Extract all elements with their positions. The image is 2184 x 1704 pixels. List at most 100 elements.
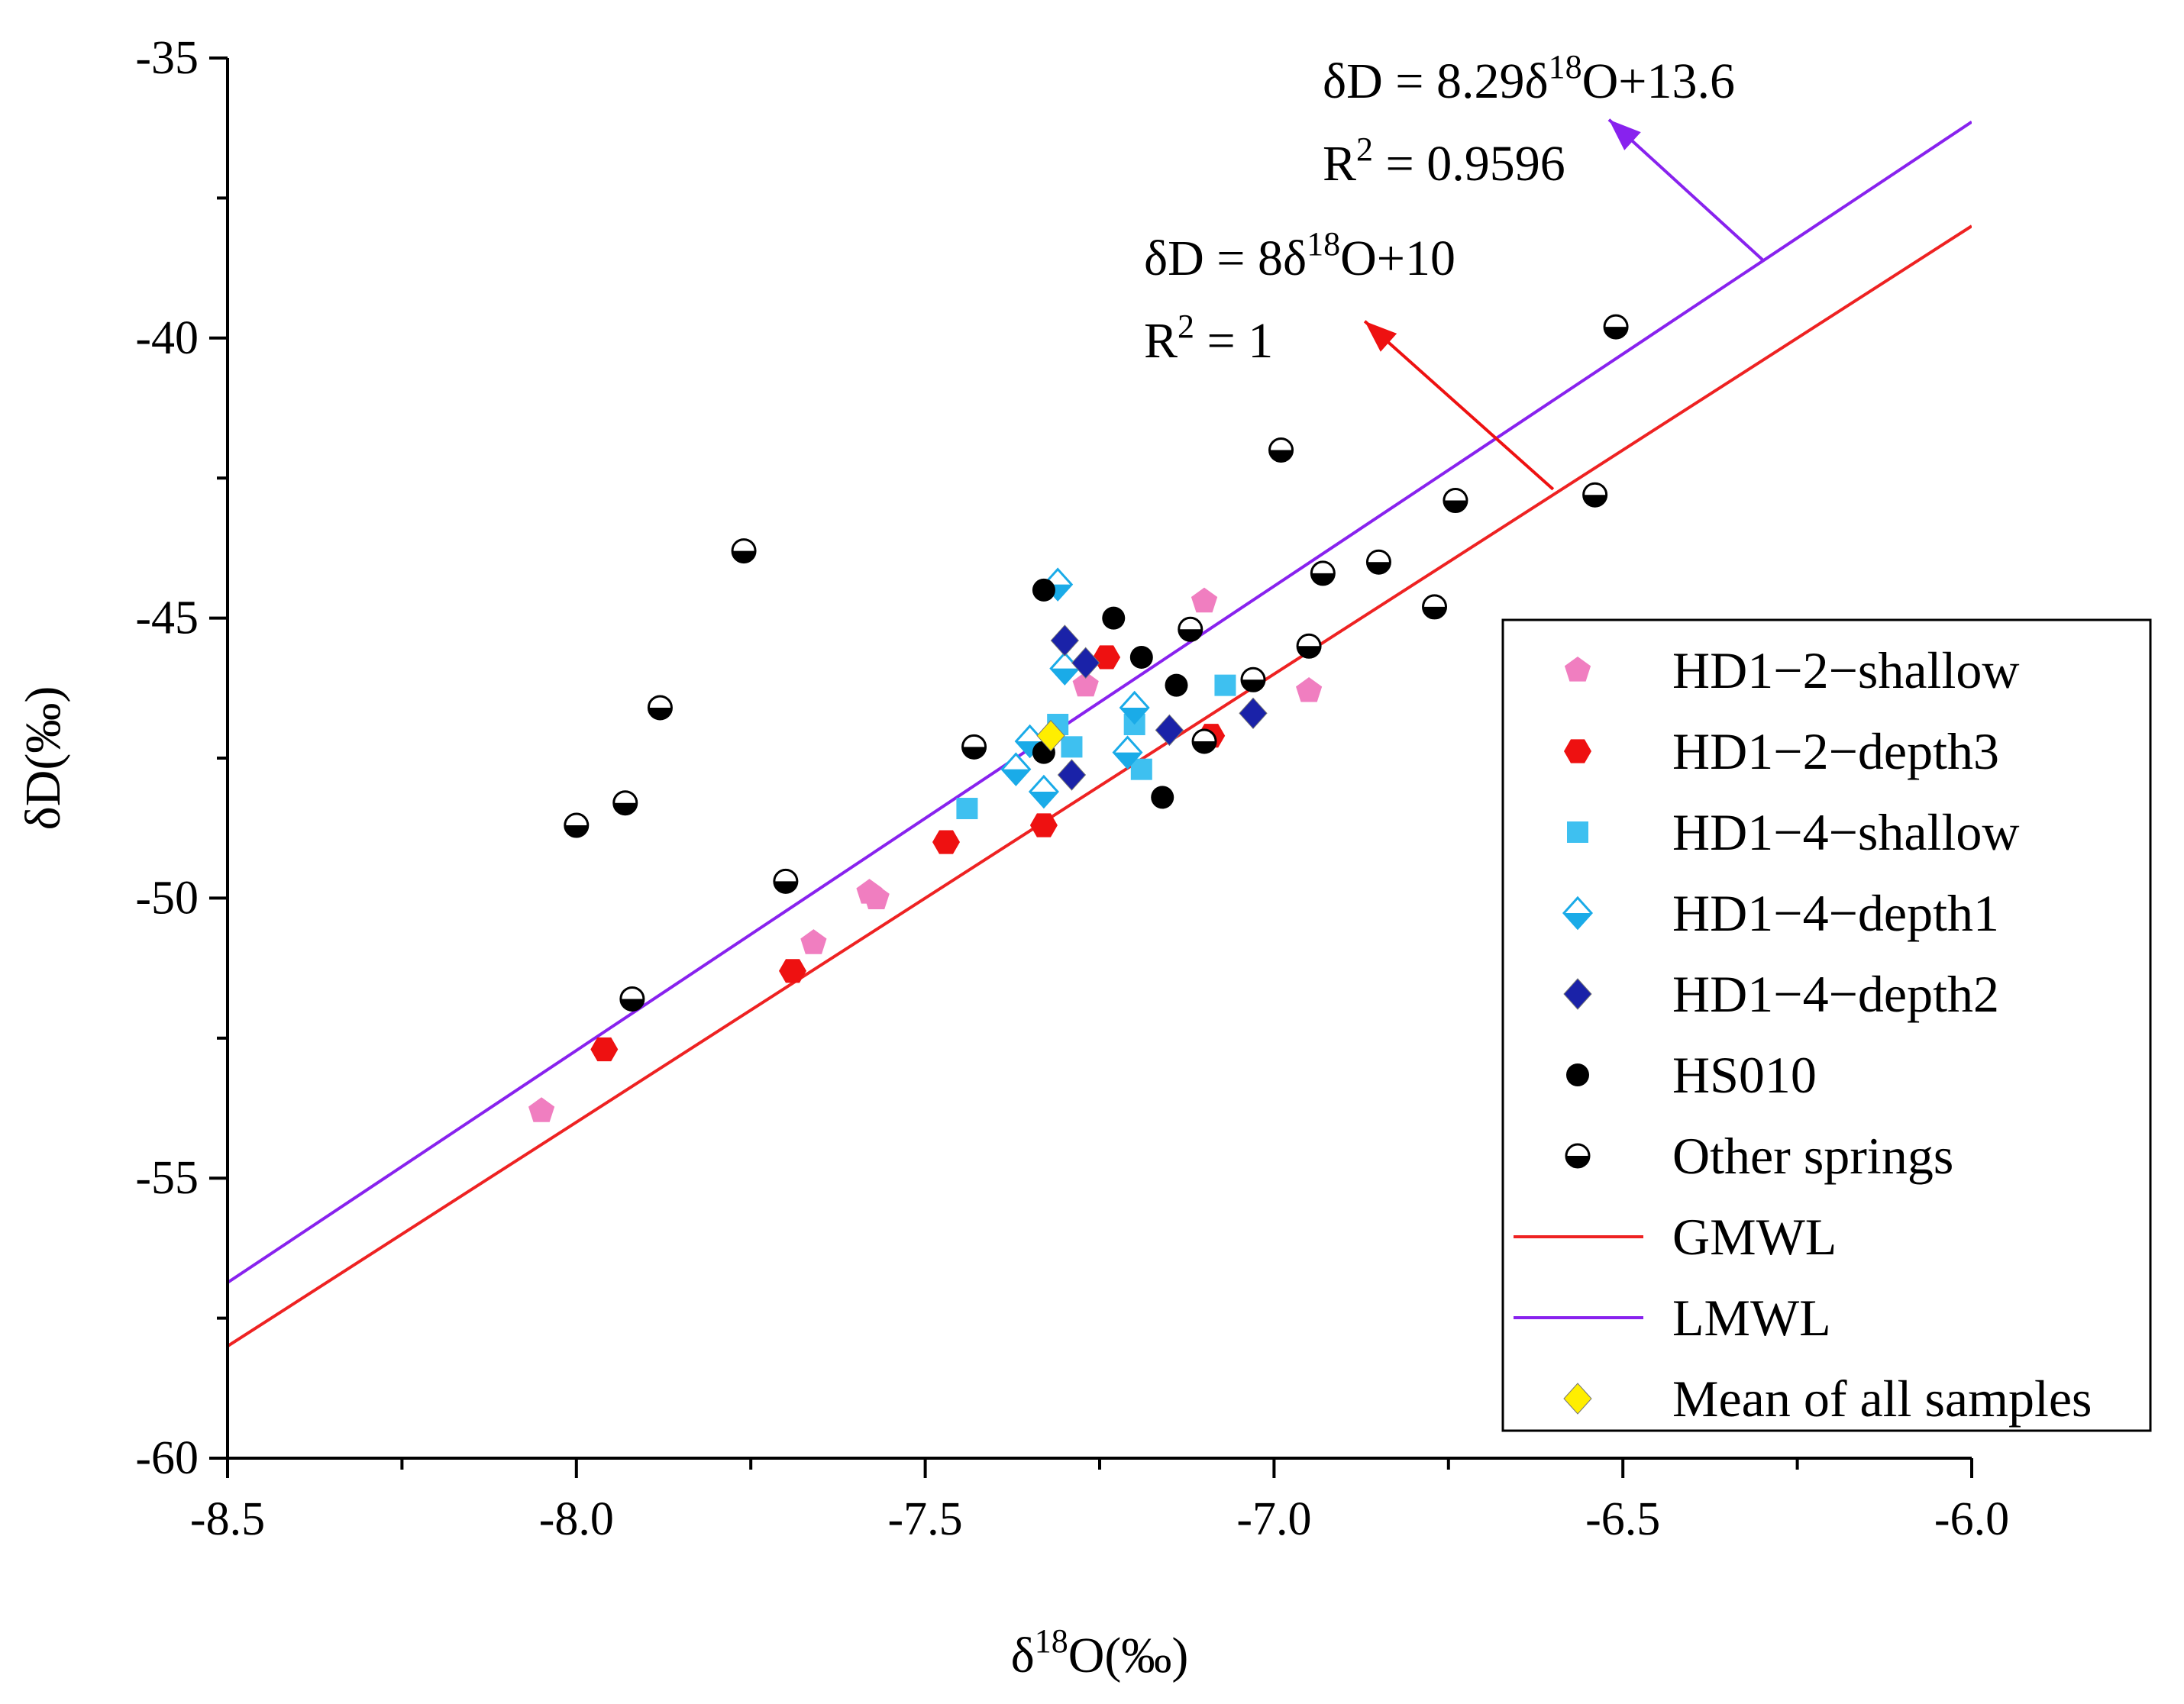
data-point-hs010 xyxy=(1102,606,1126,630)
y-tick-label: -45 xyxy=(135,592,199,644)
data-point-hd1-4-depth2 xyxy=(1239,697,1268,730)
data-point-other-springs xyxy=(1422,594,1448,620)
data-point-other-springs xyxy=(1268,437,1294,463)
data-point-other-springs xyxy=(1296,633,1322,659)
legend-swatch-mean-of-all-samples xyxy=(1563,1383,1592,1415)
x-tick-label: -7.0 xyxy=(1236,1493,1311,1545)
legend-label: Other springs xyxy=(1672,1127,1953,1185)
data-point-other-springs xyxy=(1178,616,1203,642)
data-point-other-springs xyxy=(1582,482,1608,508)
data-point-hd1-2-shallow xyxy=(800,929,827,954)
annotation-arrow-gmwl xyxy=(1363,320,1555,491)
legend-swatch-hd1-2-shallow xyxy=(1564,657,1591,682)
data-point-hd1-2-depth3 xyxy=(590,1037,619,1062)
y-tick-label: -50 xyxy=(135,872,199,924)
data-point-hd1-2-depth3 xyxy=(779,959,806,983)
data-point-other-springs xyxy=(1240,666,1266,692)
legend-item: GMWL xyxy=(1514,1208,1837,1266)
data-point-other-springs xyxy=(564,812,590,838)
x-tick-label: -6.0 xyxy=(1934,1493,2009,1545)
data-point-other-springs xyxy=(731,538,757,564)
legend-label: HS010 xyxy=(1672,1046,1817,1104)
legend-label: HD1−2−shallow xyxy=(1672,641,2019,699)
y-axis-title: δD(‰) xyxy=(15,686,71,831)
data-point-hd1-2-shallow xyxy=(863,884,890,909)
annotation-equation-lmwl: δD = 8.29δ18O+13.6 xyxy=(1323,48,1735,109)
gmwl-line xyxy=(228,224,1972,1347)
y-tick-label: -35 xyxy=(135,32,199,84)
legend-swatch-hd1-2-depth3 xyxy=(1564,739,1591,763)
x-tick-label: -6.5 xyxy=(1585,1493,1660,1545)
data-point-hs010 xyxy=(1032,578,1055,602)
data-point-hd1-4-shallow xyxy=(1130,758,1152,780)
data-point-hd1-4-depth1 xyxy=(1049,651,1081,686)
data-point-hd1-2-depth3 xyxy=(932,830,960,854)
data-point-hd1-4-depth1 xyxy=(1028,774,1059,809)
legend-item: Mean of all samples xyxy=(1563,1370,2092,1428)
legend-label: Mean of all samples xyxy=(1672,1370,2092,1428)
data-point-other-springs xyxy=(773,868,799,894)
y-tick-label: -40 xyxy=(135,312,199,364)
legend-swatch-other-springs xyxy=(1565,1143,1591,1169)
data-point-other-springs xyxy=(1443,488,1468,514)
data-point-hs010 xyxy=(1129,645,1153,669)
annotation-r2-lmwl: R2 = 0.9596 xyxy=(1323,131,1565,192)
data-point-hd1-4-depth2 xyxy=(1050,624,1079,657)
x-axis-title: δ18O(‰) xyxy=(1011,1622,1189,1683)
data-point-other-springs xyxy=(619,986,645,1012)
data-point-hd1-2-shallow xyxy=(1191,587,1218,613)
legend-item: HD1−2−shallow xyxy=(1564,641,2019,699)
data-point-hs010 xyxy=(1151,786,1174,809)
legend-item: HS010 xyxy=(1566,1046,1817,1104)
data-point-other-springs xyxy=(1191,728,1217,754)
data-point-other-springs xyxy=(961,734,987,760)
data-point-hd1-4-depth2 xyxy=(1057,759,1087,791)
legend-swatch-hs010 xyxy=(1566,1063,1589,1086)
data-point-hd1-4-depth1 xyxy=(1112,735,1143,770)
x-tick-label: -7.5 xyxy=(888,1493,963,1545)
x-tick-label: -8.0 xyxy=(539,1493,614,1545)
legend-item: HD1−4−shallow xyxy=(1567,803,2019,861)
data-point-hd1-4-depth1 xyxy=(1119,690,1150,725)
data-point-mean-of-all-samples xyxy=(1036,719,1065,752)
legend-item: HD1−4−depth1 xyxy=(1562,884,1999,942)
x-tick-label: -8.5 xyxy=(190,1493,265,1545)
legend-label: HD1−4−shallow xyxy=(1672,803,2019,861)
legend-label: LMWL xyxy=(1672,1289,1831,1347)
data-point-hd1-2-shallow xyxy=(1072,671,1099,697)
data-point-other-springs xyxy=(647,695,673,721)
legend-item: HD1−4−depth2 xyxy=(1563,965,1999,1023)
legend-item: Other springs xyxy=(1565,1127,1953,1185)
legend-item: LMWL xyxy=(1514,1289,1831,1347)
data-point-hd1-2-shallow xyxy=(528,1097,555,1122)
data-point-hd1-4-depth1 xyxy=(1000,752,1032,786)
legend-label: HD1−4−depth1 xyxy=(1672,884,1999,942)
data-point-other-springs xyxy=(612,790,638,816)
data-point-hd1-4-shallow xyxy=(956,798,978,820)
y-tick-label: -55 xyxy=(135,1152,199,1204)
data-point-hd1-4-shallow xyxy=(1214,674,1236,696)
legend-swatch-hd1-4-shallow xyxy=(1567,821,1588,843)
legend-item: HD1−2−depth3 xyxy=(1564,722,1999,780)
legend-label: HD1−4−depth2 xyxy=(1672,965,1999,1023)
data-point-hs010 xyxy=(1165,673,1188,697)
data-point-hd1-2-depth3 xyxy=(1093,645,1121,670)
lmwl-line xyxy=(228,120,1972,1284)
data-point-other-springs xyxy=(1603,314,1629,340)
annotation-arrow-lmwl xyxy=(1607,118,1764,261)
legend-box xyxy=(1501,618,2152,1432)
y-tick-label: -60 xyxy=(135,1432,199,1484)
legend-label: GMWL xyxy=(1672,1208,1837,1266)
data-point-hd1-2-shallow xyxy=(1296,677,1323,702)
annotation-equation-gmwl: δD = 8δ18O+10 xyxy=(1144,225,1455,286)
legend-swatch-hd1-4-depth1 xyxy=(1562,896,1594,931)
data-point-hd1-2-depth3 xyxy=(1029,813,1058,837)
legend-label: HD1−2−depth3 xyxy=(1672,722,1999,780)
data-point-other-springs xyxy=(1365,549,1391,575)
data-point-hd1-4-depth2 xyxy=(1071,647,1100,679)
annotation-r2-gmwl: R2 = 1 xyxy=(1144,308,1273,369)
legend-swatch-hd1-4-depth2 xyxy=(1563,978,1592,1010)
data-point-hd1-4-depth2 xyxy=(1155,714,1184,747)
data-point-hd1-4-shallow xyxy=(1061,736,1083,758)
